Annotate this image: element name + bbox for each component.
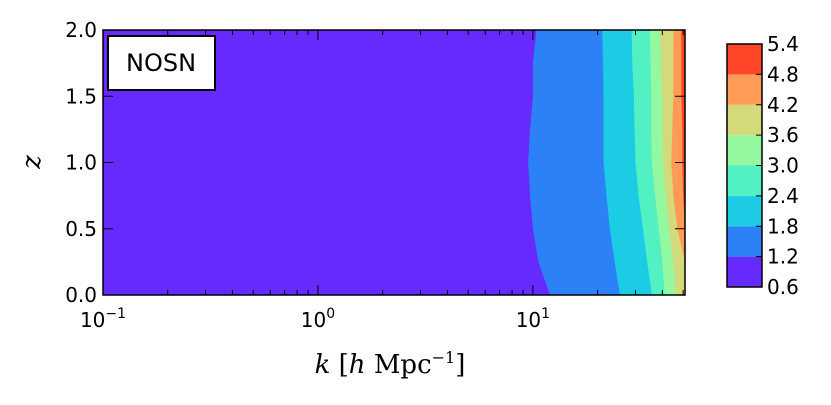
colorbar-band bbox=[727, 44, 762, 75]
colorbar-tick-label: 2.4 bbox=[767, 184, 799, 208]
x-axis-label: k [h Mpc−1] bbox=[315, 348, 466, 380]
colorbar-tick-label: 3.0 bbox=[767, 154, 799, 178]
colorbar-band bbox=[727, 195, 762, 227]
annotation-box bbox=[107, 35, 216, 91]
x-tick-exponent: 1 bbox=[541, 306, 550, 322]
colorbar-tick-label: 1.8 bbox=[767, 214, 799, 238]
colorbar-tick-label: 0.6 bbox=[767, 275, 799, 299]
x-label-open: [ bbox=[339, 350, 349, 380]
x-label-unit: Mpc bbox=[374, 350, 432, 380]
x-tick-exponent: 0 bbox=[326, 306, 335, 322]
colorbar-band bbox=[727, 165, 762, 196]
y-tick-label: 2.0 bbox=[65, 18, 97, 42]
x-label-close: ] bbox=[455, 350, 465, 380]
y-axis-label: z bbox=[17, 155, 47, 170]
colorbar-tick-label: 4.2 bbox=[767, 93, 799, 117]
x-tick-label: 100 bbox=[301, 306, 335, 332]
colorbar-tick-label: 5.4 bbox=[767, 32, 799, 56]
colorbar-tick-label: 4.8 bbox=[767, 62, 799, 86]
x-tick-label: 101 bbox=[516, 306, 550, 332]
x-tick-label: 10−1 bbox=[80, 306, 126, 332]
x-tick-base: 10 bbox=[516, 308, 541, 332]
y-tick-label: 1.0 bbox=[65, 151, 97, 175]
colorbar-tick-label: 3.6 bbox=[767, 123, 799, 147]
x-tick-base: 10 bbox=[80, 308, 105, 332]
colorbar-band bbox=[727, 226, 762, 257]
y-tick-label: 1.5 bbox=[65, 84, 97, 108]
annotation: NOSN bbox=[126, 49, 196, 77]
colorbar-tick-label: 1.2 bbox=[767, 245, 799, 269]
x-label-var: k bbox=[315, 350, 331, 380]
x-label-unitvar: h bbox=[349, 350, 366, 380]
y-tick-label: 0.5 bbox=[65, 217, 97, 241]
colorbar-band bbox=[727, 74, 762, 105]
colorbar-band bbox=[727, 135, 762, 166]
x-label-exponent: −1 bbox=[432, 348, 456, 367]
colorbar-band bbox=[727, 256, 762, 287]
y-tick-label: 0.0 bbox=[65, 283, 97, 307]
colorbar-band bbox=[727, 104, 762, 136]
x-tick-exponent: −1 bbox=[105, 306, 126, 322]
x-tick-base: 10 bbox=[301, 308, 326, 332]
